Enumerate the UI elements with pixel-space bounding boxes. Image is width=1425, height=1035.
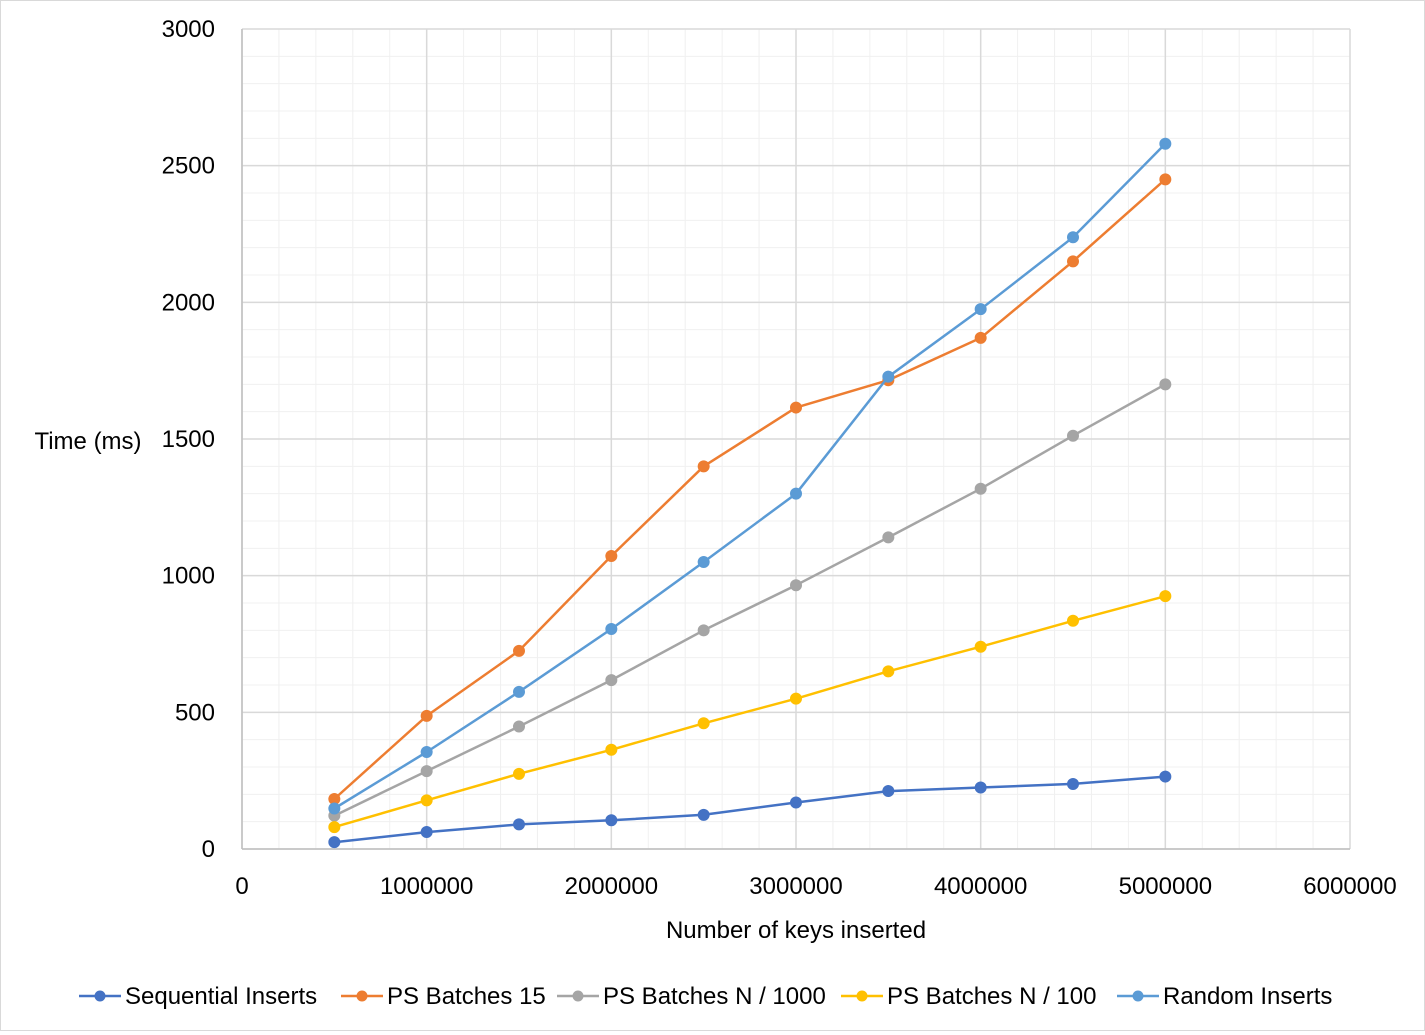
data-point [1067, 255, 1079, 268]
series-line [333, 383, 1166, 817]
y-tick-label: 0 [202, 836, 215, 863]
data-point [697, 808, 710, 821]
data-point [882, 531, 895, 544]
data-point [697, 556, 710, 568]
data-point [605, 622, 618, 635]
series-2 [328, 173, 1172, 805]
data-point [420, 826, 433, 839]
data-point [790, 796, 802, 809]
grid [241, 28, 1351, 850]
legend-marker-swatch [94, 990, 106, 1002]
data-point [1159, 137, 1172, 150]
legend-marker-swatch [856, 990, 868, 1002]
data-point [420, 794, 433, 807]
y-tick-label: 1000 [162, 563, 215, 590]
data-point [882, 665, 895, 678]
data-point [790, 487, 802, 500]
data-point [1067, 429, 1079, 442]
y-tick-label: 500 [175, 699, 215, 726]
data-point [974, 331, 987, 344]
x-tick-label: 4000000 [934, 873, 1027, 900]
legend-marker-swatch [356, 990, 368, 1002]
y-axis-title: Time (ms) [34, 428, 141, 455]
data-point [1159, 770, 1172, 783]
legend-item[interactable]: PS Batches N / 100 [841, 983, 1096, 1010]
data-point [1067, 231, 1079, 244]
x-tick-label: 1000000 [380, 873, 473, 900]
data-point [1159, 590, 1172, 603]
y-tick-label: 1500 [162, 426, 215, 453]
data-point [697, 460, 710, 473]
tick-labels: 0 1000000 2000000 3000000 4000000 5000000 6000… [162, 16, 1397, 900]
data-point [420, 709, 433, 722]
data-point [513, 644, 525, 657]
x-axis-title: Number of keys inserted [666, 917, 926, 944]
axes [241, 29, 1350, 850]
data-point [882, 370, 895, 383]
data-point [605, 549, 618, 562]
y-tick-label: 2500 [162, 153, 215, 180]
data-point [420, 765, 433, 778]
series-layer [328, 137, 1172, 849]
data-point [974, 303, 987, 316]
legend-marker-swatch [572, 990, 584, 1002]
x-tick-label: 2000000 [565, 873, 658, 900]
series-3 [328, 378, 1172, 822]
data-point [513, 767, 525, 780]
series-line [333, 178, 1167, 800]
x-tick-label: 5000000 [1119, 873, 1212, 900]
x-tick-label: 0 [235, 873, 248, 900]
x-tick-label: 6000000 [1303, 873, 1396, 900]
data-point [605, 743, 618, 756]
data-point [328, 821, 341, 834]
data-point [1067, 777, 1079, 790]
legend-item[interactable]: Random Inserts [1117, 983, 1332, 1010]
data-point [513, 720, 525, 733]
series-1 [328, 770, 1172, 849]
legend-label: Sequential Inserts [125, 983, 317, 1010]
legend-item[interactable]: PS Batches N / 1000 [557, 983, 826, 1010]
legend-label: PS Batches N / 100 [887, 983, 1096, 1010]
data-point [1159, 378, 1172, 391]
data-point [697, 624, 710, 637]
data-point [790, 692, 802, 705]
data-point [513, 685, 525, 698]
data-point [882, 785, 895, 798]
data-point [790, 579, 802, 592]
data-point [697, 717, 710, 730]
data-point [974, 781, 987, 794]
legend-item[interactable]: Sequential Inserts [79, 983, 317, 1010]
data-point [790, 401, 802, 414]
data-point [513, 818, 525, 831]
series-line [334, 775, 1166, 844]
series-4 [328, 590, 1172, 834]
data-point [1159, 173, 1172, 186]
data-point [605, 814, 618, 827]
series-line [333, 142, 1167, 810]
data-point [974, 482, 987, 495]
data-point [420, 745, 433, 758]
y-tick-label: 2000 [162, 289, 215, 316]
legend-label: PS Batches 15 [387, 983, 546, 1010]
series-5 [328, 137, 1172, 815]
legend-label: PS Batches N / 1000 [603, 983, 826, 1010]
x-tick-label: 3000000 [749, 873, 842, 900]
data-point [328, 836, 341, 849]
data-point [605, 674, 618, 687]
y-tick-label: 3000 [162, 16, 215, 43]
series-line [333, 594, 1166, 829]
data-point [1067, 614, 1079, 627]
legend: Sequential Inserts PS Batches 15 PS Batche… [79, 983, 1332, 1010]
data-point [974, 640, 987, 653]
legend-label: Random Inserts [1163, 983, 1332, 1010]
legend-marker-swatch [1132, 990, 1144, 1002]
data-point [328, 802, 341, 815]
legend-item[interactable]: PS Batches 15 [341, 983, 546, 1010]
